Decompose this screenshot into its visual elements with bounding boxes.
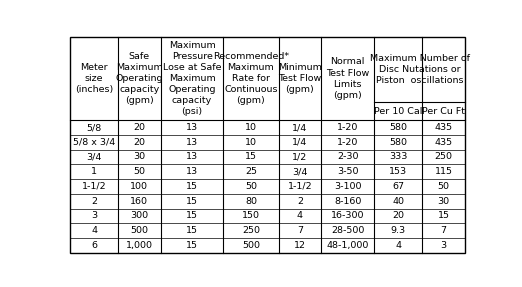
- Text: 7: 7: [297, 226, 303, 235]
- Text: 16-300: 16-300: [331, 212, 364, 220]
- Text: 4: 4: [297, 212, 303, 220]
- Text: Per 10 Cal: Per 10 Cal: [374, 107, 422, 116]
- Text: 15: 15: [186, 212, 198, 220]
- Text: 580: 580: [389, 138, 407, 147]
- Text: 48-1,000: 48-1,000: [327, 241, 369, 250]
- Text: 4: 4: [91, 226, 97, 235]
- Text: 580: 580: [389, 123, 407, 132]
- Text: 1/4: 1/4: [292, 138, 307, 147]
- Text: 15: 15: [186, 182, 198, 191]
- Text: 3-100: 3-100: [334, 182, 362, 191]
- Text: Per Cu Ft: Per Cu Ft: [422, 107, 465, 116]
- Text: 4: 4: [395, 241, 401, 250]
- Text: 15: 15: [186, 241, 198, 250]
- Text: 25: 25: [245, 167, 257, 176]
- Text: 1: 1: [91, 167, 97, 176]
- Text: 15: 15: [186, 197, 198, 206]
- Text: 15: 15: [186, 226, 198, 235]
- Text: 3: 3: [91, 212, 97, 220]
- Text: 13: 13: [186, 123, 198, 132]
- Text: Minimum
Test Flow
(gpm): Minimum Test Flow (gpm): [278, 63, 322, 94]
- Text: Safe
Maximum
Operating
capacity
(gpm): Safe Maximum Operating capacity (gpm): [116, 52, 163, 105]
- Text: 30: 30: [437, 197, 449, 206]
- Text: 50: 50: [134, 167, 146, 176]
- Text: Maximum
Pressure
Lose at Safe
Maximum
Operating
capacity
(psi): Maximum Pressure Lose at Safe Maximum Op…: [163, 41, 221, 117]
- Text: 100: 100: [130, 182, 148, 191]
- Text: 150: 150: [242, 212, 260, 220]
- Text: 3: 3: [441, 241, 446, 250]
- Text: 500: 500: [130, 226, 148, 235]
- Text: Recommended*
Maximum
Rate for
Continuous
(gpm): Recommended* Maximum Rate for Continuous…: [213, 52, 289, 105]
- Text: 13: 13: [186, 167, 198, 176]
- Text: 20: 20: [134, 138, 146, 147]
- Text: 2: 2: [297, 197, 303, 206]
- Text: 1,000: 1,000: [126, 241, 153, 250]
- Text: 50: 50: [245, 182, 257, 191]
- Text: 2-30: 2-30: [337, 152, 359, 162]
- Text: 1-1/2: 1-1/2: [82, 182, 106, 191]
- Text: 250: 250: [242, 226, 260, 235]
- Text: 3-50: 3-50: [337, 167, 359, 176]
- Text: 2: 2: [91, 197, 97, 206]
- Text: 10: 10: [245, 138, 257, 147]
- Text: 3/4: 3/4: [86, 152, 102, 162]
- Text: 435: 435: [434, 138, 453, 147]
- Text: 20: 20: [134, 123, 146, 132]
- Text: 15: 15: [437, 212, 449, 220]
- Text: Meter
size
(inches): Meter size (inches): [75, 63, 113, 94]
- Text: 80: 80: [245, 197, 257, 206]
- Text: 30: 30: [133, 152, 146, 162]
- Text: Maximum Number of
Disc Nutations or
Piston  oscillations: Maximum Number of Disc Nutations or Pist…: [370, 54, 470, 85]
- Text: 12: 12: [294, 241, 306, 250]
- Text: 1-20: 1-20: [337, 123, 359, 132]
- Text: 13: 13: [186, 152, 198, 162]
- Text: 10: 10: [245, 123, 257, 132]
- Text: 153: 153: [389, 167, 407, 176]
- Text: 20: 20: [392, 212, 404, 220]
- Text: 250: 250: [434, 152, 453, 162]
- Text: 8-160: 8-160: [334, 197, 362, 206]
- Text: 500: 500: [242, 241, 260, 250]
- Text: 5/8: 5/8: [87, 123, 102, 132]
- Text: 333: 333: [389, 152, 407, 162]
- Text: 50: 50: [437, 182, 449, 191]
- Text: 1-20: 1-20: [337, 138, 359, 147]
- Text: 67: 67: [392, 182, 404, 191]
- Text: 1/4: 1/4: [292, 123, 307, 132]
- Text: 1/2: 1/2: [292, 152, 307, 162]
- Text: 435: 435: [434, 123, 453, 132]
- Text: Normal
Test Flow
Limits
(gpm): Normal Test Flow Limits (gpm): [326, 57, 370, 100]
- Text: 5/8 x 3/4: 5/8 x 3/4: [73, 138, 115, 147]
- Text: 3/4: 3/4: [292, 167, 307, 176]
- Text: 15: 15: [245, 152, 257, 162]
- Text: 160: 160: [130, 197, 148, 206]
- Text: 9.3: 9.3: [390, 226, 406, 235]
- Text: 115: 115: [434, 167, 453, 176]
- Text: 300: 300: [130, 212, 148, 220]
- Text: 28-500: 28-500: [331, 226, 364, 235]
- Text: 1-1/2: 1-1/2: [288, 182, 312, 191]
- Text: 7: 7: [441, 226, 446, 235]
- Text: 6: 6: [91, 241, 97, 250]
- Text: 13: 13: [186, 138, 198, 147]
- Text: 40: 40: [392, 197, 404, 206]
